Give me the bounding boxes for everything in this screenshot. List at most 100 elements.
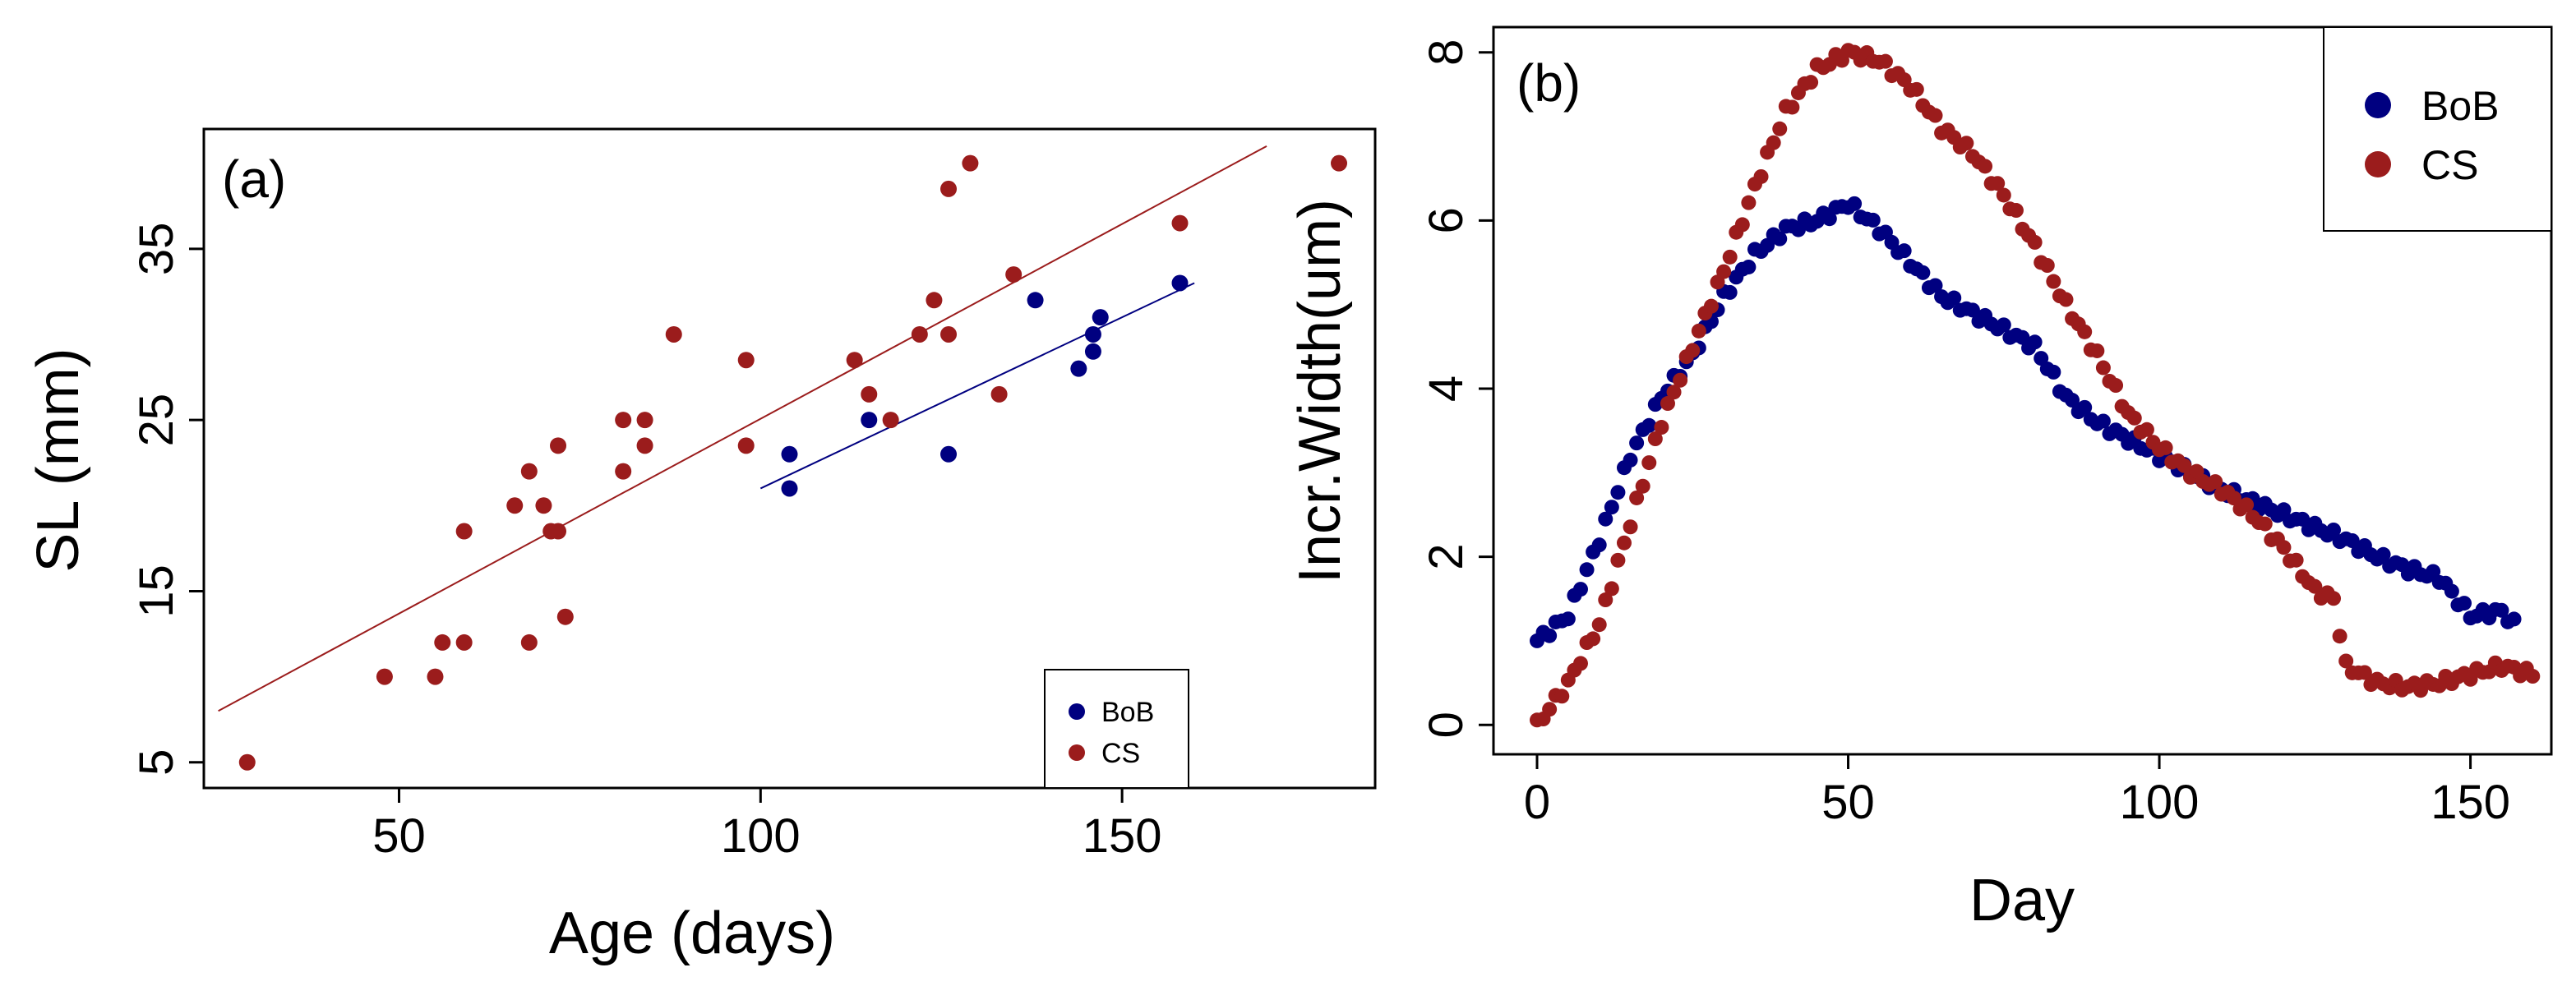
- data-point-bob: [1896, 243, 1912, 259]
- data-point-cs: [2008, 203, 2024, 219]
- y-axis-a: 5 15 25 35: [130, 223, 204, 776]
- data-point-cs: [636, 412, 653, 429]
- y-tick-label-b: 2: [1420, 543, 1473, 569]
- data-point-bob: [781, 480, 798, 497]
- legend-label-cs-b: CS: [2421, 142, 2478, 188]
- panel-b: (b) 0 50 100 150 0 2 4 6 8 Day Incr.Width(um) B…: [1287, 25, 2553, 933]
- legend-marker-bob-a: [1069, 703, 1085, 720]
- data-point-cs: [2307, 578, 2323, 594]
- data-point-cs: [2525, 669, 2541, 684]
- data-point-bob: [2494, 602, 2509, 618]
- data-point-cs: [427, 668, 444, 685]
- data-point-cs: [1586, 631, 1601, 647]
- data-point-bob: [1760, 237, 1775, 253]
- data-point-cs: [962, 154, 979, 172]
- legend-label-cs-a: CS: [1101, 738, 1140, 769]
- data-point-cs: [2108, 378, 2124, 394]
- data-point-bob: [1572, 582, 1588, 597]
- data-point-cs: [2046, 274, 2061, 289]
- legend-box-a: [1044, 669, 1189, 789]
- x-tick-label-a: 100: [721, 809, 801, 863]
- data-point-cs: [926, 292, 943, 309]
- fit-line-cs: [218, 145, 1267, 712]
- data-point-bob: [1629, 435, 1645, 451]
- panel-label-b: (b): [1517, 53, 1581, 113]
- x-tick-label-b: 100: [2120, 776, 2200, 829]
- data-point-bob: [1964, 302, 1980, 318]
- data-point-bob: [2065, 393, 2080, 408]
- data-point-cs: [434, 634, 451, 651]
- points-a: [238, 154, 1348, 771]
- data-point-bob: [2027, 334, 2043, 350]
- legend-marker-cs-b: [2365, 151, 2391, 177]
- data-point-cs: [2058, 292, 2074, 307]
- data-point-cs: [1331, 154, 1348, 172]
- data-point-cs: [1641, 455, 1657, 471]
- data-point-cs: [376, 668, 393, 685]
- data-point-bob: [1865, 212, 1881, 228]
- legend-a: BoB CS: [1044, 669, 1189, 789]
- data-point-cs: [2276, 540, 2292, 555]
- points-b: [1529, 43, 2541, 728]
- x-axis-title-a: Age (days): [549, 901, 835, 966]
- data-point-bob: [1996, 317, 2011, 333]
- data-point-cs: [2208, 474, 2223, 490]
- data-point-cs: [1005, 266, 1023, 283]
- data-point-cs: [1685, 343, 1701, 358]
- legend-label-bob-a: BoB: [1101, 697, 1154, 728]
- data-point-bob: [1915, 265, 1931, 280]
- data-point-cs: [1703, 298, 1719, 314]
- data-point-cs: [990, 385, 1008, 403]
- data-point-bob: [1722, 284, 1738, 300]
- data-point-cs: [2126, 410, 2142, 426]
- data-point-cs: [737, 352, 755, 369]
- data-point-cs: [2095, 360, 2111, 376]
- data-point-cs: [1654, 420, 1669, 435]
- data-point-bob: [2375, 546, 2391, 562]
- data-point-cs: [2326, 591, 2342, 606]
- data-point-bob: [2326, 522, 2342, 537]
- data-point-cs: [550, 523, 567, 540]
- data-point-cs: [520, 463, 538, 480]
- data-point-cs: [535, 497, 552, 514]
- data-point-cs: [940, 325, 958, 343]
- x-axis-title-b: Day: [1969, 868, 2075, 933]
- data-point-cs: [1673, 372, 1688, 388]
- data-point-cs: [2239, 497, 2255, 513]
- data-point-cs: [2357, 665, 2372, 680]
- data-point-cs: [506, 497, 524, 514]
- data-point-cs: [1591, 617, 1607, 633]
- y-tick-label-b: 0: [1420, 712, 1473, 738]
- data-point-bob: [1772, 231, 1788, 246]
- data-point-cs: [2463, 671, 2478, 687]
- data-point-bob: [1579, 562, 1595, 578]
- data-point-cs: [1647, 431, 1663, 447]
- data-point-bob: [940, 445, 958, 463]
- panel-label-a: (a): [222, 150, 286, 209]
- data-point-cs: [556, 608, 574, 625]
- data-point-bob: [1092, 309, 1109, 326]
- data-point-cs: [1635, 478, 1650, 494]
- data-point-cs: [1171, 214, 1189, 232]
- legend-marker-cs-a: [1069, 744, 1085, 761]
- data-point-cs: [1959, 136, 1974, 151]
- data-point-cs: [665, 325, 682, 343]
- y-tick-label-a: 5: [130, 749, 183, 776]
- data-point-cs: [1803, 75, 1819, 90]
- data-point-cs: [1927, 108, 1943, 123]
- data-point-cs: [1616, 535, 1632, 551]
- data-point-cs: [455, 634, 473, 651]
- data-point-cs: [1877, 53, 1893, 69]
- data-point-cs: [2177, 458, 2192, 473]
- fit-lines-a: [218, 145, 1267, 712]
- data-point-cs: [2158, 440, 2173, 455]
- x-tick-label-b: 0: [1524, 776, 1550, 829]
- data-point-cs: [520, 634, 538, 651]
- data-point-bob: [1741, 259, 1757, 274]
- data-point-bob: [2344, 533, 2360, 549]
- legend-box-b: [2323, 26, 2552, 232]
- x-tick-label-a: 150: [1083, 809, 1162, 863]
- data-point-cs: [550, 437, 567, 454]
- data-point-cs: [861, 385, 878, 403]
